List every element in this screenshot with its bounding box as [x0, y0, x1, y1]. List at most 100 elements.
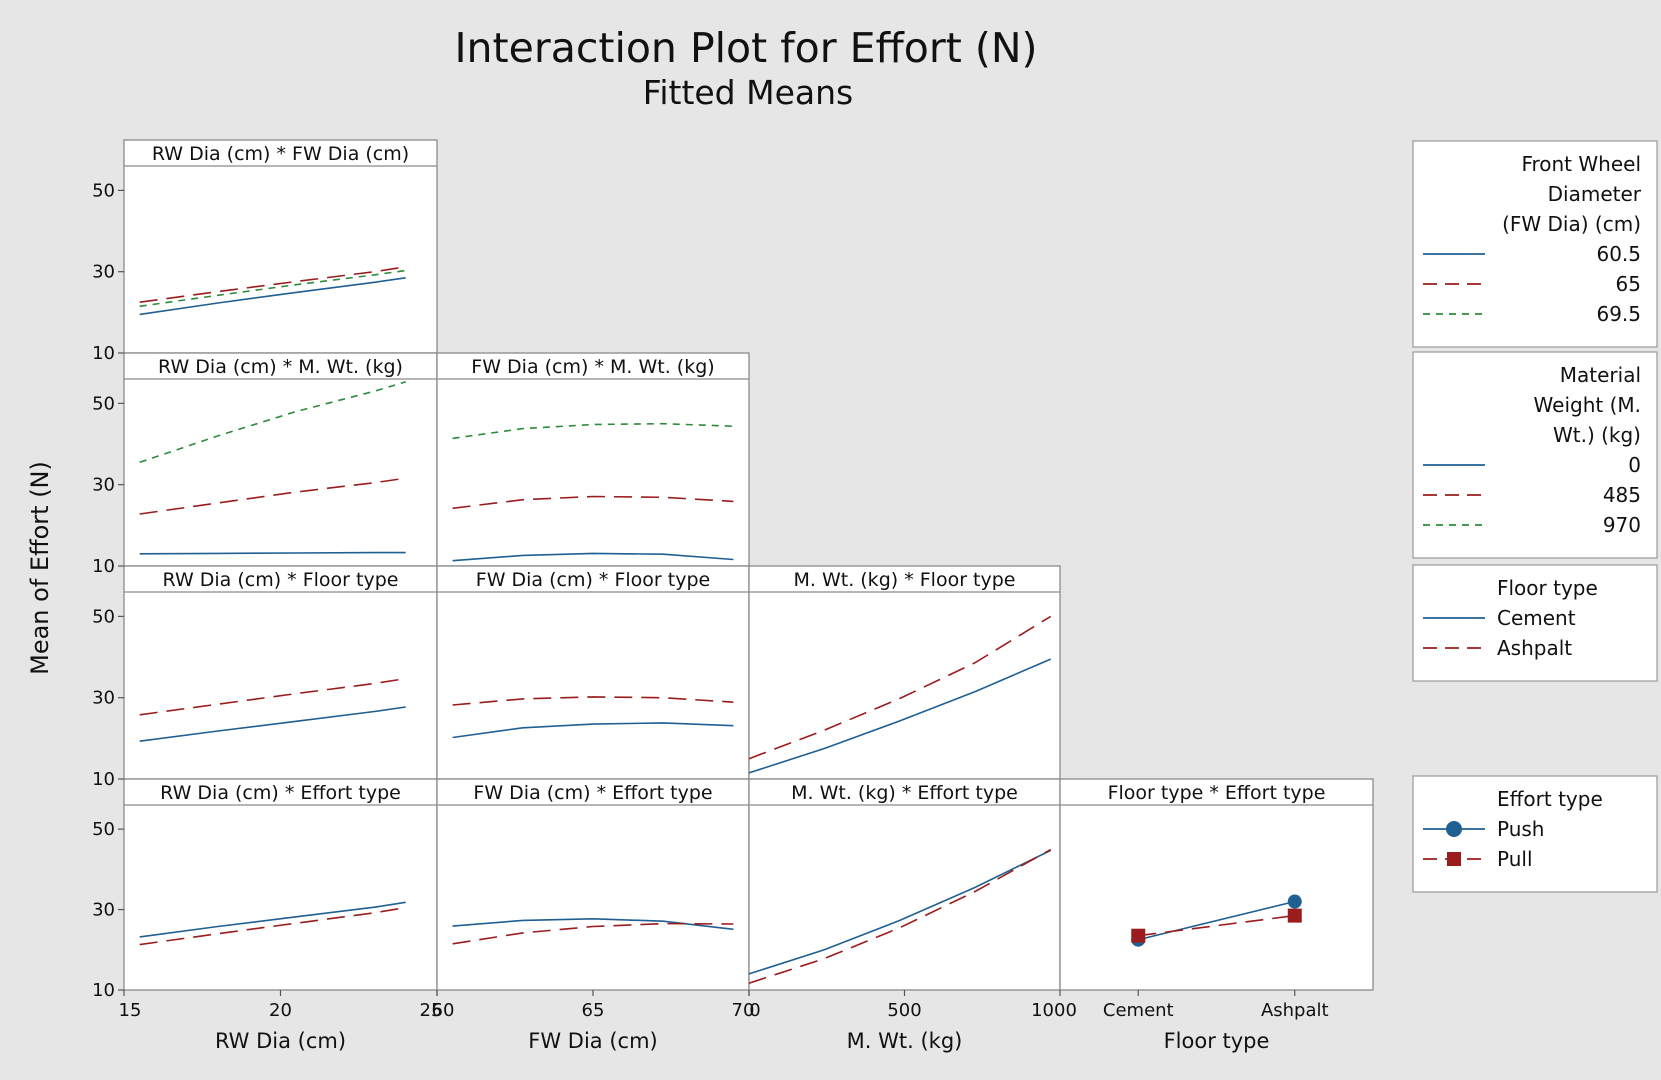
legend-marker-circle — [1446, 821, 1462, 837]
series-line-ashpalt — [139, 677, 406, 716]
panel-title: FW Dia (cm) * Floor type — [476, 569, 710, 591]
panel-frame — [436, 565, 750, 780]
series-line-970 — [139, 381, 406, 464]
panel-title: RW Dia (cm) * FW Dia (cm) — [152, 143, 409, 165]
x-axis-label: M. Wt. (kg) — [847, 1029, 963, 1053]
data-point-square — [1131, 928, 1146, 943]
y-axis-label: Mean of Effort (N) — [26, 461, 54, 675]
legend-marker-square — [1447, 852, 1461, 866]
x-axis-label: FW Dia (cm) — [528, 1029, 657, 1053]
legend-title: Weight (M. — [1534, 393, 1641, 417]
legend-entry: 65 — [1616, 272, 1641, 296]
legend-box: Floor type Cement Ashpalt — [1412, 564, 1658, 682]
series-line-60.5 — [139, 277, 406, 316]
panel-title: Floor type * Effort type — [1108, 782, 1326, 804]
legend-title: Diameter — [1548, 182, 1642, 206]
series-line-push — [139, 901, 406, 938]
panel-frame — [436, 352, 750, 567]
interaction-panel: M. Wt. (kg) * Effort type — [748, 778, 1061, 991]
y-tick-label: 30 — [92, 262, 115, 283]
series-line-cement — [748, 658, 1052, 774]
x-axis-label: RW Dia (cm) — [215, 1029, 346, 1053]
legend-entry: 485 — [1603, 483, 1641, 507]
legend-frame — [1412, 140, 1658, 348]
series-line-pull — [748, 848, 1052, 984]
chart-subtitle: Fitted Means — [643, 73, 853, 112]
legend-entry: 69.5 — [1596, 302, 1641, 326]
panel-frame — [123, 565, 438, 780]
series-line-0 — [452, 552, 734, 562]
x-tick-label: 500 — [887, 1000, 921, 1021]
legend-entry: 60.5 — [1596, 242, 1641, 266]
x-axes: 10 30 50 10 30 50 10 30 50 10 30 50 15 20 25 RW Dia (cm… — [92, 180, 1328, 1053]
series-line-cement — [452, 722, 734, 739]
interaction-panel: RW Dia (cm) * Floor type — [123, 565, 438, 780]
legend-entry: Ashpalt — [1497, 636, 1572, 660]
panel-title: FW Dia (cm) * Effort type — [473, 782, 712, 804]
series-line-69.5 — [139, 269, 406, 308]
series-line-pull — [139, 906, 406, 946]
x-tick-label: 1000 — [1031, 1000, 1077, 1021]
legend-title: Effort type — [1497, 787, 1603, 811]
y-tick-label: 10 — [92, 980, 115, 1001]
legend-title: (FW Dia) (cm) — [1502, 212, 1641, 236]
interaction-panel: FW Dia (cm) * M. Wt. (kg) — [436, 352, 750, 567]
series-line-push — [452, 917, 734, 931]
series-line-0 — [139, 551, 406, 555]
x-tick-label: 25 — [420, 1000, 443, 1021]
series-line-970 — [452, 422, 734, 440]
panel-frame — [123, 139, 438, 354]
panel-frame — [123, 352, 438, 567]
panel-title: M. Wt. (kg) * Floor type — [793, 569, 1015, 591]
panel-title: RW Dia (cm) * Floor type — [163, 569, 399, 591]
x-tick-label: 60 — [432, 1000, 455, 1021]
x-tick-label: 70 — [732, 1000, 755, 1021]
interaction-panel: RW Dia (cm) * M. Wt. (kg) — [123, 352, 438, 567]
series-line-ashpalt — [748, 615, 1052, 760]
interaction-panel: RW Dia (cm) * FW Dia (cm) — [123, 139, 438, 354]
panel-frame — [436, 778, 750, 991]
y-tick-label: 50 — [92, 180, 115, 201]
series-line-cement — [139, 706, 406, 742]
panel-frame — [748, 565, 1061, 780]
panel-frame — [123, 778, 438, 991]
legend-title: Wt.) (kg) — [1553, 423, 1641, 447]
panel-title: RW Dia (cm) * M. Wt. (kg) — [158, 356, 403, 378]
x-tick-label: 15 — [119, 1000, 142, 1021]
x-tick-label: 20 — [269, 1000, 292, 1021]
legend-box: Front Wheel Diameter (FW Dia) (cm) 60.5 65 69… — [1412, 140, 1658, 348]
x-tick-label: Cement — [1103, 1000, 1174, 1021]
legend-title: Front Wheel — [1521, 152, 1641, 176]
y-tick-label: 30 — [92, 900, 115, 921]
series-line-push — [748, 849, 1052, 975]
x-axis-label: Floor type — [1164, 1029, 1270, 1053]
series-line-pull — [452, 922, 734, 945]
series-line-ashpalt — [452, 696, 734, 706]
x-tick-label: 65 — [582, 1000, 605, 1021]
panel-title: FW Dia (cm) * M. Wt. (kg) — [471, 356, 714, 378]
y-tick-label: 10 — [92, 769, 115, 790]
series-line-485 — [139, 477, 406, 515]
interaction-panel: RW Dia (cm) * Effort type — [123, 778, 438, 991]
interaction-panel: M. Wt. (kg) * Floor type — [748, 565, 1061, 780]
panel-title: RW Dia (cm) * Effort type — [160, 782, 401, 804]
legend-box: Material Weight (M. Wt.) (kg) 0 485 970 — [1412, 351, 1658, 559]
legend-area: Front Wheel Diameter (FW Dia) (cm) 60.5 65 69… — [1412, 140, 1658, 893]
interaction-panel: FW Dia (cm) * Effort type — [436, 778, 750, 991]
panel-frame — [748, 778, 1061, 991]
legend-entry: Pull — [1497, 847, 1533, 871]
interaction-panel: FW Dia (cm) * Floor type — [436, 565, 750, 780]
legend-box: Effort type Push Pull — [1412, 775, 1658, 893]
y-tick-label: 30 — [92, 688, 115, 709]
legend-entry: Cement — [1497, 606, 1576, 630]
interaction-panel: Floor type * Effort type — [1059, 778, 1374, 991]
series-line-65 — [139, 266, 406, 303]
y-tick-label: 30 — [92, 475, 115, 496]
x-tick-label: 0 — [749, 1000, 760, 1021]
x-tick-label: Ashpalt — [1261, 1000, 1329, 1021]
y-tick-label: 50 — [92, 819, 115, 840]
chart-title: Interaction Plot for Effort (N) — [454, 24, 1037, 72]
legend-entry: 0 — [1628, 453, 1641, 477]
legend-title: Floor type — [1497, 576, 1598, 600]
